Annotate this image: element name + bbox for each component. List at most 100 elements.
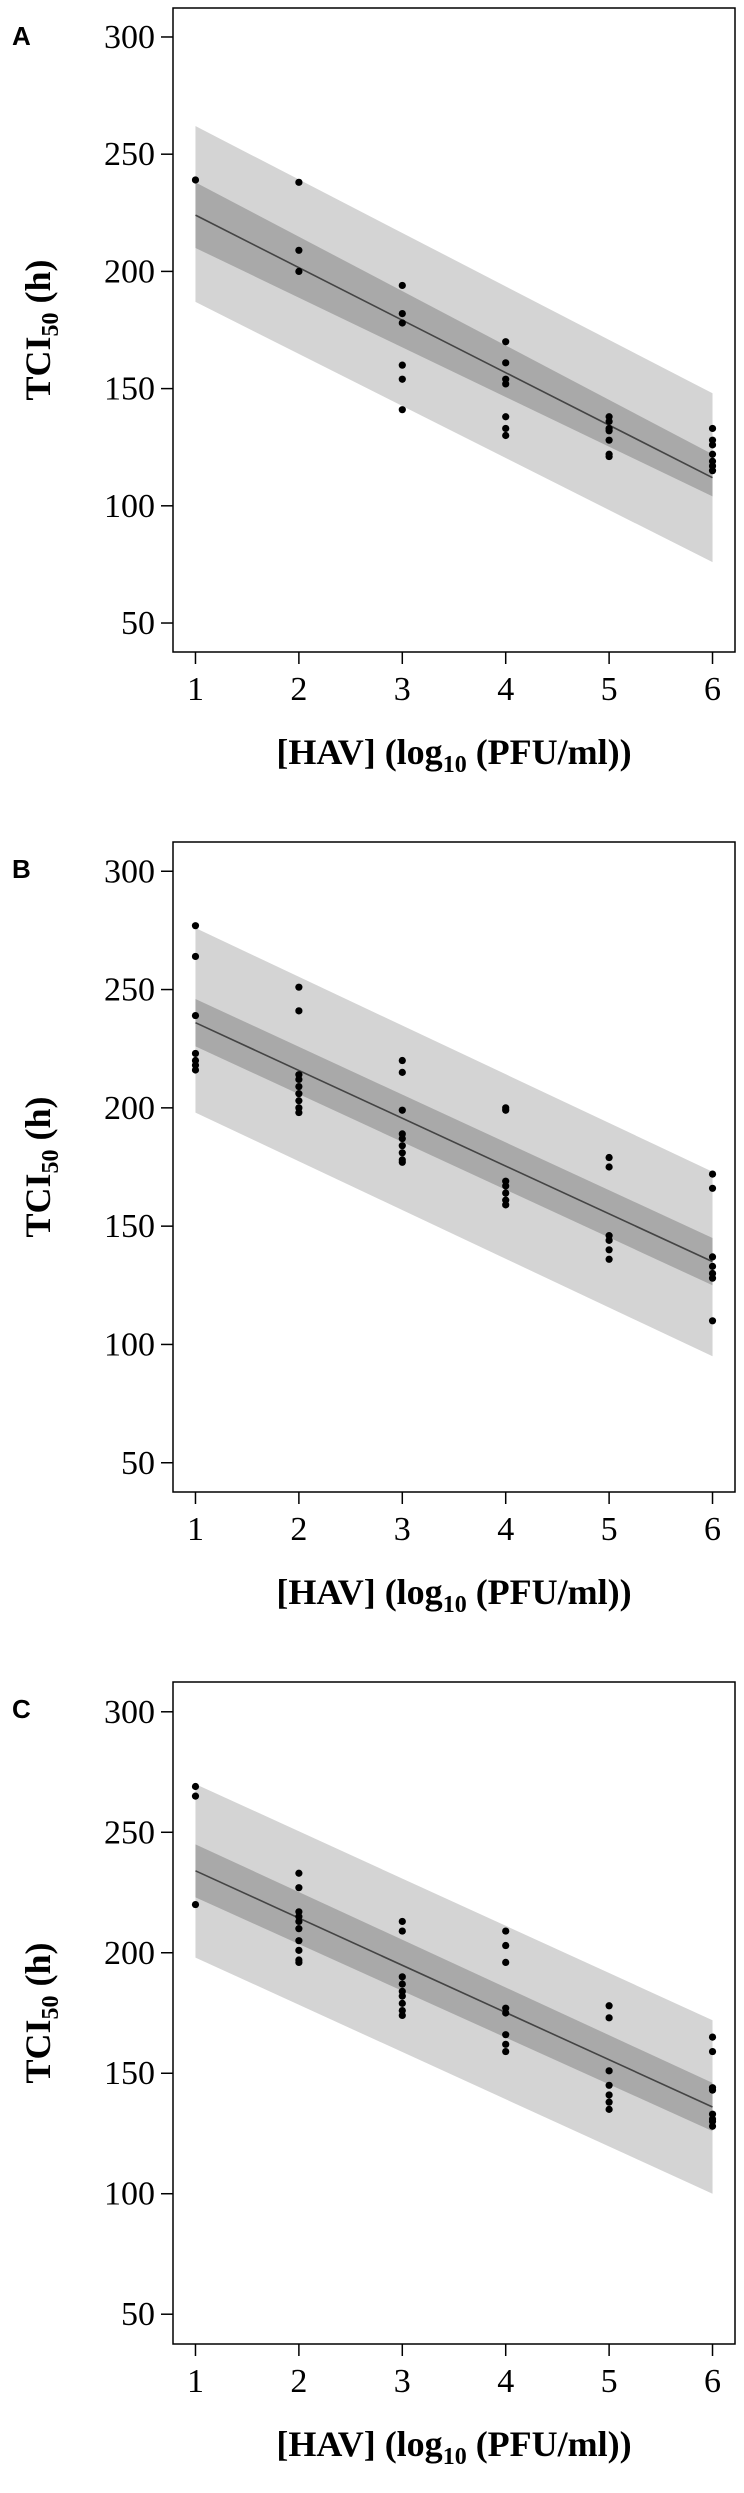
x-axis-title: [HAV] (log10 (PFU/ml)): [276, 2424, 631, 2470]
data-point: [191, 952, 200, 961]
y-tick-label: 300: [104, 19, 155, 56]
confidence-band: [195, 1844, 713, 2132]
data-point: [708, 424, 717, 433]
x-tick-label: 5: [601, 671, 618, 708]
data-point: [502, 359, 510, 367]
data-point: [295, 178, 303, 186]
x-tick-label: 6: [704, 1511, 721, 1548]
data-point: [191, 1066, 200, 1074]
y-tick-label: 50: [121, 2296, 155, 2333]
x-axis-title: [HAV] (log10 (PFU/ml)): [276, 1572, 631, 1618]
panel-letter: A: [12, 21, 31, 51]
panel-letter: C: [12, 1694, 31, 1724]
data-point: [708, 2122, 717, 2130]
data-point: [398, 1149, 406, 1157]
data-point: [398, 1917, 406, 1926]
data-point: [295, 246, 303, 254]
data-point: [191, 1900, 200, 1909]
y-tick-label: 100: [104, 2176, 155, 2213]
data-point: [398, 361, 406, 369]
y-tick-label: 250: [104, 1814, 155, 1851]
data-point: [708, 1253, 717, 1261]
data-point: [191, 1792, 200, 1800]
y-tick-label: 200: [104, 1090, 155, 1127]
data-point: [502, 1941, 510, 1950]
data-point: [502, 1927, 510, 1935]
data-point: [191, 176, 200, 184]
data-point: [295, 1007, 303, 1015]
data-point: [398, 1992, 406, 2000]
data-point: [295, 1075, 303, 1084]
data-point: [708, 1262, 717, 1270]
data-point: [708, 1274, 717, 1282]
data-point: [708, 1170, 717, 1178]
data-point: [605, 2081, 613, 2089]
plot-frame: [172, 841, 736, 1493]
chart-panel-a: A 50 100 150 200 250 300 1 2 3 4 5 6 [HAV] (log10 (PF…: [12, 7, 736, 778]
data-point: [708, 450, 717, 458]
data-point: [605, 2002, 613, 2010]
regression-line: [195, 1870, 713, 2108]
x-axis-title: [HAV] (log10 (PFU/ml)): [276, 732, 631, 778]
y-tick-label: 100: [104, 1326, 155, 1363]
data-point: [605, 2105, 613, 2113]
regression-line: [195, 214, 713, 479]
data-point: [502, 424, 510, 433]
x-tick-label: 5: [601, 1511, 618, 1548]
data-point: [605, 417, 613, 426]
y-tick-label: 150: [104, 371, 155, 408]
data-point: [398, 1106, 406, 1114]
y-axis-title: TCI50 (h): [18, 259, 64, 400]
data-point: [295, 1937, 303, 1945]
data-point: [502, 380, 510, 388]
confidence-band: [195, 182, 713, 497]
data-point: [398, 406, 406, 414]
y-tick-label: 250: [104, 972, 155, 1009]
data-point: [398, 1068, 406, 1076]
x-tick-label: 3: [394, 2363, 411, 2400]
data-point: [398, 1142, 406, 1150]
panel-letter: B: [12, 854, 31, 884]
y-tick-label: 50: [121, 605, 155, 642]
x-tick-label: 4: [497, 2363, 514, 2400]
data-point: [708, 1317, 717, 1325]
data-point: [191, 1782, 200, 1791]
x-tick-label: 1: [187, 2363, 204, 2400]
data-point: [398, 309, 406, 318]
data-point: [605, 2014, 613, 2022]
data-point: [502, 413, 510, 421]
data-point: [708, 441, 717, 449]
data-point: [605, 1163, 613, 1171]
data-point: [295, 1108, 303, 1117]
y-axis-title: TCI50 (h): [18, 1942, 64, 2083]
y-tick-label: 250: [104, 136, 155, 173]
data-point: [605, 1236, 613, 1244]
x-tick-label: 6: [704, 2363, 721, 2400]
data-point: [502, 1201, 510, 1209]
data-point: [502, 2009, 510, 2017]
data-point: [295, 1958, 303, 1966]
y-tick-label: 50: [121, 1445, 155, 1482]
y-tick-label: 100: [104, 488, 155, 525]
data-point: [295, 1925, 303, 1933]
data-point: [605, 1246, 613, 1254]
data-point: [295, 983, 303, 991]
data-point: [605, 452, 613, 461]
data-point: [708, 2047, 717, 2056]
data-point: [605, 1153, 613, 1162]
data-point: [295, 1946, 303, 1954]
data-point: [295, 1917, 303, 1926]
x-tick-label: 2: [290, 671, 307, 708]
data-point: [708, 2086, 717, 2094]
data-point: [398, 1980, 406, 1988]
y-tick-label: 200: [104, 1935, 155, 1972]
x-tick-label: 3: [394, 671, 411, 708]
data-point: [605, 436, 613, 444]
x-tick-label: 1: [187, 671, 204, 708]
x-tick-label: 5: [601, 2363, 618, 2400]
data-point: [502, 2040, 510, 2048]
data-point: [708, 2033, 717, 2041]
x-tick-label: 4: [497, 1511, 514, 1548]
data-point: [708, 467, 717, 475]
data-point: [398, 1927, 406, 1935]
